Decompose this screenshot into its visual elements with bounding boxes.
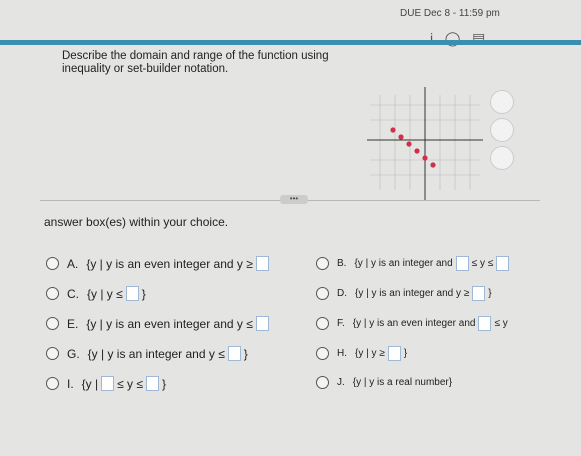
choice-label: E. <box>67 316 79 331</box>
choice-label: B. <box>337 258 347 269</box>
choice-text: } <box>141 286 146 301</box>
choice-text: {y | y ≤ <box>87 286 123 301</box>
answer-box[interactable] <box>496 256 510 271</box>
choice[interactable]: G. {y | y is an integer and y ≤} <box>46 346 248 361</box>
answer-box[interactable] <box>255 316 269 331</box>
header-bar <box>0 40 581 45</box>
pop-out[interactable] <box>490 146 514 170</box>
choice-text: ≤ y ≤ <box>117 376 143 391</box>
choice-label: G. <box>67 346 80 361</box>
graph <box>367 87 483 200</box>
zoom-in[interactable] <box>490 90 514 114</box>
choice[interactable]: I. {y | ≤ y ≤} <box>46 376 166 391</box>
choice-label: D. <box>337 288 347 299</box>
choice-text: {y | y is an even integer and y ≤ <box>86 316 253 331</box>
choice-text: {y | y is a real number} <box>352 377 453 388</box>
choice-text: } <box>403 348 408 359</box>
radio-button[interactable] <box>316 257 329 270</box>
question-text: Describe the domain and range of the fun… <box>62 50 329 75</box>
radio-button[interactable] <box>316 287 329 300</box>
answer-box[interactable] <box>472 286 486 301</box>
choice-text: ≤ y ≤ <box>471 258 494 269</box>
answer-box[interactable] <box>478 316 492 331</box>
choice[interactable]: F. {y | y is an even integer and ≤ y <box>316 316 508 331</box>
choice-text: } <box>488 288 492 299</box>
choice-text: {y | y is an integer and <box>354 258 453 269</box>
radio-button[interactable] <box>46 347 59 360</box>
choice-text: {y | y is an integer and y ≥ <box>355 288 470 299</box>
choice[interactable]: B. {y | y is an integer and ≤ y ≤ <box>316 256 512 271</box>
choice[interactable]: A. {y | y is an even integer and y ≥ <box>46 256 272 271</box>
choice-text: } <box>243 346 248 361</box>
choice[interactable]: D. {y | y is an integer and y ≥} <box>316 286 492 301</box>
radio-button[interactable] <box>46 317 59 330</box>
due-date: DUE Dec 8 - 11:59 pm <box>400 8 500 19</box>
answer-box[interactable] <box>101 376 115 391</box>
choice-label: F. <box>337 318 345 329</box>
choice-text: ≤ y <box>494 318 508 329</box>
choice[interactable]: E. {y | y is an even integer and y ≤ <box>46 316 272 331</box>
radio-button[interactable] <box>46 377 59 390</box>
choice-text: {y | <box>81 376 99 391</box>
choice-label: A. <box>67 256 79 271</box>
answer-box[interactable] <box>255 256 269 271</box>
choice-label: H. <box>337 348 347 359</box>
choice-text: {y | y is an even integer and <box>352 318 476 329</box>
radio-button[interactable] <box>316 317 329 330</box>
zoom-out[interactable] <box>490 118 514 142</box>
choice[interactable]: C. {y | y ≤} <box>46 286 146 301</box>
radio-button[interactable] <box>46 287 59 300</box>
answer-box[interactable] <box>455 256 469 271</box>
choice-text: {y | y is an integer and y ≤ <box>87 346 225 361</box>
choice-label: C. <box>67 286 79 301</box>
answer-box[interactable] <box>125 286 139 301</box>
choice[interactable]: H. {y | y ≥} <box>316 346 407 361</box>
instruction: answer box(es) within your choice. <box>44 215 229 229</box>
choice-text: {y | y is an even integer and y ≥ <box>86 256 253 271</box>
answer-box[interactable] <box>387 346 401 361</box>
answer-box[interactable] <box>227 346 241 361</box>
choice[interactable]: J. {y | y is a real number} <box>316 376 452 389</box>
expand-handle[interactable]: ••• <box>280 195 308 204</box>
radio-button[interactable] <box>316 376 329 389</box>
radio-button[interactable] <box>46 257 59 270</box>
answer-box[interactable] <box>145 376 159 391</box>
radio-button[interactable] <box>316 347 329 360</box>
choice-label: I. <box>67 376 74 391</box>
choice-text: } <box>161 376 166 391</box>
choice-text: {y | y ≥ <box>355 348 385 359</box>
choice-label: J. <box>337 377 345 388</box>
